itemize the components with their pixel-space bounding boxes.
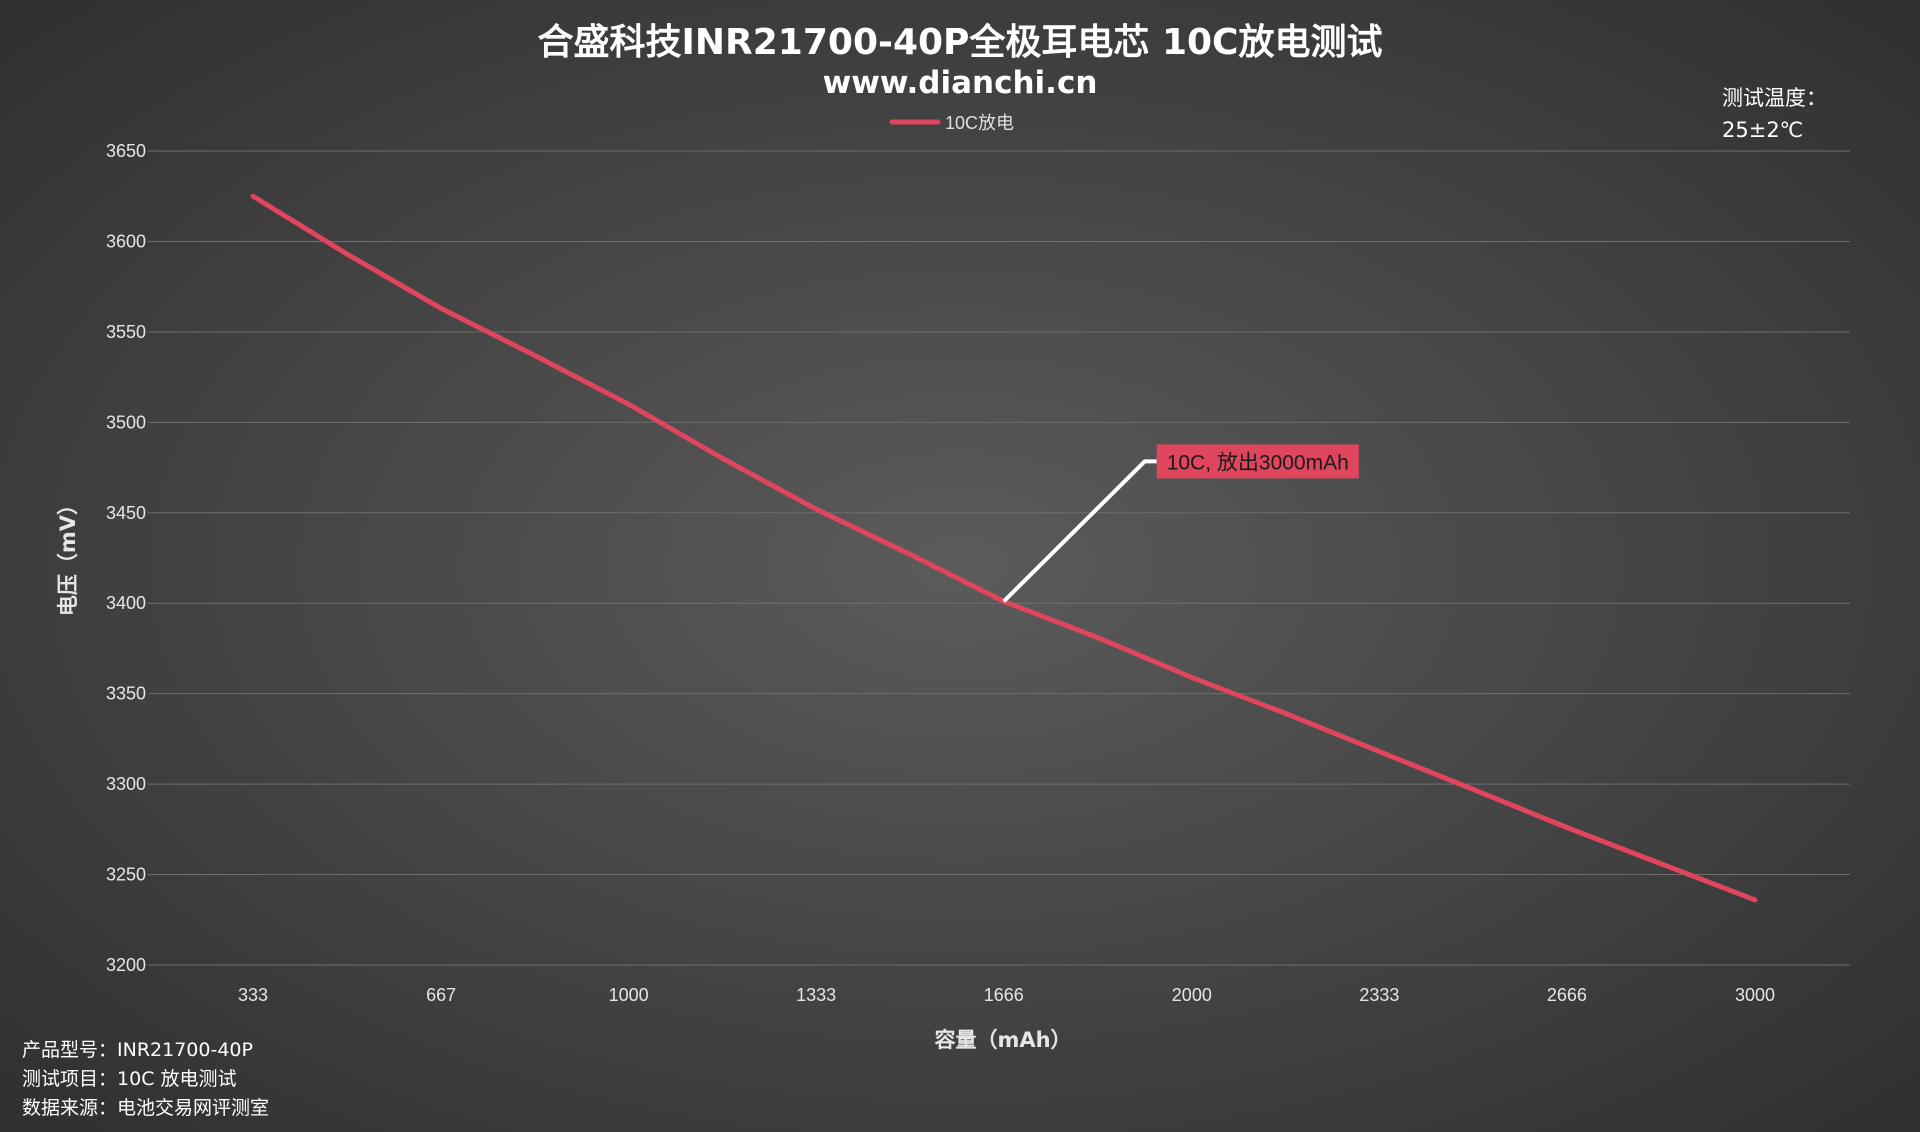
info-model: 产品型号：INR21700-40P — [22, 1036, 269, 1065]
info-source-label: 数据来源： — [22, 1097, 118, 1119]
info-block: 产品型号：INR21700-40P 测试项目：10C 放电测试 数据来源：电池交… — [22, 1036, 269, 1123]
legend: 10C放电 — [889, 113, 1014, 133]
series-line-0 — [250, 193, 1758, 903]
annotation-leader-line — [1002, 459, 1157, 603]
x-tick-label-1333: 1333 — [796, 985, 836, 1005]
series-10c-discharge — [250, 193, 1758, 903]
info-test-item-label: 测试项目： — [22, 1068, 118, 1090]
info-test-item-value: 10C 放电测试 — [117, 1068, 237, 1090]
temperature-value: 25±2℃ — [1722, 118, 1803, 142]
x-axis-title: 容量（mAh） — [934, 1028, 1071, 1052]
info-source-value: 电池交易网评测室 — [117, 1097, 270, 1119]
info-model-value: INR21700-40P — [117, 1039, 253, 1061]
x-tick-label-1666: 1666 — [984, 985, 1024, 1005]
info-test-item: 测试项目：10C 放电测试 — [22, 1065, 269, 1094]
annotation-label: 10C, 放出3000mAh — [1167, 451, 1349, 474]
temperature-label: 测试温度： — [1722, 86, 1827, 110]
x-axis-ticks: 333 667 1000 1333 1666 2000 2333 2666 3000 — [238, 985, 1775, 1005]
x-tick-label-333: 333 — [238, 985, 268, 1005]
x-tick-label-3000: 3000 — [1735, 985, 1775, 1005]
x-tick-label-2000: 2000 — [1172, 985, 1212, 1005]
annotation: 10C, 放出3000mAh — [1002, 444, 1359, 603]
y-tick-label-3500: 3500 — [106, 412, 146, 432]
x-tick-label-1000: 1000 — [609, 985, 649, 1005]
legend-label: 10C放电 — [945, 113, 1014, 133]
x-tick-label-2666: 2666 — [1547, 985, 1587, 1005]
y-tick-label-3300: 3300 — [106, 774, 146, 794]
y-axis-title: 电压（mV） — [56, 494, 80, 616]
info-source: 数据来源：电池交易网评测室 — [22, 1094, 269, 1123]
chart-title: 合盛科技INR21700-40P全极耳电芯 10C放电测试 — [538, 21, 1383, 63]
chart-subtitle: www.dianchi.cn — [823, 65, 1098, 101]
y-tick-label-3400: 3400 — [106, 593, 146, 613]
y-tick-label-3650: 3650 — [106, 141, 146, 161]
x-tick-label-2333: 2333 — [1359, 985, 1399, 1005]
info-model-label: 产品型号： — [22, 1039, 118, 1061]
annotation-box — [1156, 444, 1359, 479]
x-tick-label-667: 667 — [426, 985, 456, 1005]
y-tick-label-3600: 3600 — [106, 231, 146, 251]
y-tick-label-3450: 3450 — [106, 503, 146, 523]
y-tick-label-3550: 3550 — [106, 322, 146, 342]
y-tick-label-3250: 3250 — [106, 865, 146, 885]
y-tick-label-3350: 3350 — [106, 684, 146, 704]
grid — [148, 150, 1850, 966]
y-tick-label-3200: 3200 — [106, 955, 146, 975]
y-axis-ticks: 3200 3250 3300 3350 3400 3450 3500 3550 3600 3650 — [106, 141, 146, 975]
